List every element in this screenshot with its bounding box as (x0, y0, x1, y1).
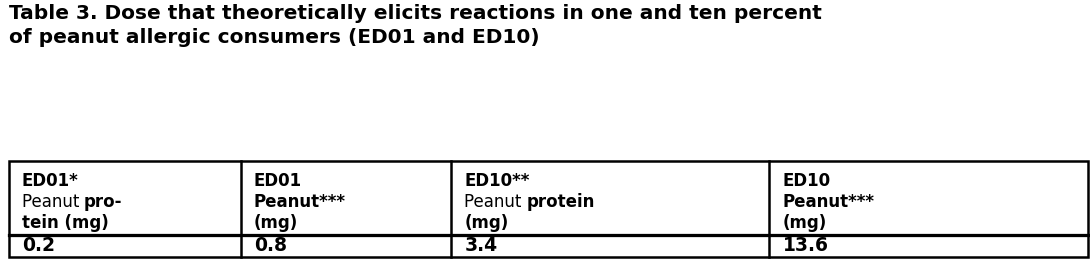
Text: (mg): (mg) (783, 214, 827, 232)
Text: (mg): (mg) (254, 214, 298, 232)
Text: Peanut***: Peanut*** (254, 193, 346, 211)
Text: 0.2: 0.2 (22, 236, 54, 255)
Text: 0.8: 0.8 (254, 236, 287, 255)
Text: ED01: ED01 (254, 172, 302, 190)
Text: Table 3. Dose that theoretically elicits reactions in one and ten percent
of pea: Table 3. Dose that theoretically elicits… (9, 4, 822, 47)
Text: Peanut***: Peanut*** (783, 193, 874, 211)
Bar (9, 161, 1088, 257)
Text: 3.4: 3.4 (464, 236, 497, 255)
Text: 13.6: 13.6 (783, 236, 828, 255)
Text: pro-: pro- (84, 193, 122, 211)
Text: ED10**: ED10** (464, 172, 530, 190)
Text: Peanut: Peanut (22, 193, 84, 211)
Text: ED01*: ED01* (22, 172, 78, 190)
Text: ED10: ED10 (783, 172, 831, 190)
Text: protein: protein (526, 193, 595, 211)
Text: (mg): (mg) (464, 214, 508, 232)
Text: tein (mg): tein (mg) (22, 214, 109, 232)
Text: Peanut: Peanut (464, 193, 526, 211)
